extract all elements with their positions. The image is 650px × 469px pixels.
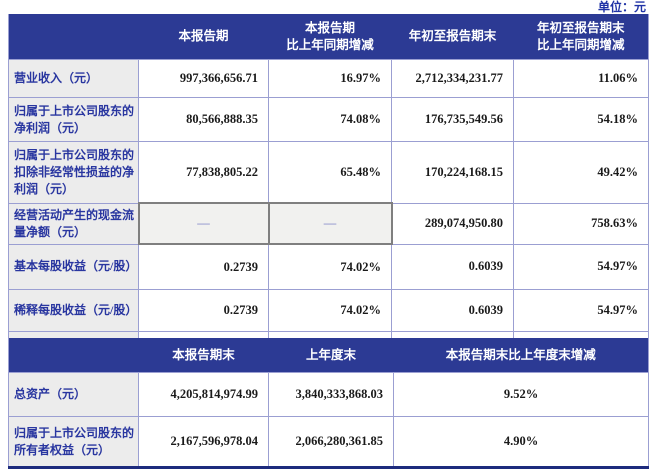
cell-value: 54.18%: [513, 97, 649, 142]
header-current-period-yoy: 本报告期 比上年同期增减: [268, 14, 392, 60]
cell-value: 0.2739: [138, 243, 269, 290]
cell-value: 74.02%: [268, 289, 392, 332]
cell-value: 176,735,549.56: [391, 97, 514, 142]
cell-value: 4.90%: [393, 416, 649, 468]
table-row: 基本每股收益（元/股） 0.2739 74.02% 0.6039 54.97%: [8, 243, 649, 290]
row-label: 归属于上市公司股东的净利润（元）: [8, 97, 139, 142]
cell-value: 16.97%: [268, 59, 392, 98]
cell-value: 0.6039: [391, 243, 514, 290]
cell-not-applicable: —: [267, 202, 393, 245]
cell-not-applicable: —: [137, 202, 270, 245]
cell-value: 758.63%: [513, 202, 649, 245]
cell-value: 170,224,168.15: [391, 141, 514, 204]
cell-value: 289,074,950.80: [391, 202, 514, 245]
table-row: 归属于上市公司股东的扣除非经常性损益的净利润（元） 77,838,805.22 …: [8, 141, 649, 204]
cell-value: 4,205,814,974.99: [138, 372, 269, 417]
cell-value: 2,167,596,978.04: [138, 416, 269, 468]
table-row: 营业收入（元） 997,366,656.71 16.97% 2,712,334,…: [8, 59, 649, 98]
row-label: 基本每股收益（元/股）: [8, 243, 139, 290]
header-empty-cell: [8, 338, 139, 373]
quarterly-results-table: 本报告期 本报告期 比上年同期增减 年初至报告期末 年初至报告期末 比上年同期增…: [8, 14, 649, 376]
cell-value: 54.97%: [513, 243, 649, 290]
cell-value: 54.97%: [513, 289, 649, 332]
table-header-row: 本报告期 本报告期 比上年同期增减 年初至报告期末 年初至报告期末 比上年同期增…: [8, 14, 649, 60]
row-label: 归属于上市公司股东的扣除非经常性损益的净利润（元）: [8, 141, 139, 204]
table-row: 归属于上市公司股东的所有者权益（元） 2,167,596,978.04 2,06…: [8, 416, 649, 468]
cell-value: 2,066,280,361.85: [268, 416, 394, 468]
cell-value: 2,712,334,231.77: [391, 59, 514, 98]
cell-value: 0.6039: [391, 289, 514, 332]
table-row: 总资产（元） 4,205,814,974.99 3,840,333,868.03…: [8, 372, 649, 417]
header-ytd-yoy: 年初至报告期末 比上年同期增减: [513, 14, 649, 60]
cell-value: 11.06%: [513, 59, 649, 98]
cell-value: 77,838,805.22: [138, 141, 269, 204]
cell-value: 74.02%: [268, 243, 392, 290]
cell-value: 0.2739: [138, 289, 269, 332]
table-row: 经营活动产生的现金流量净额（元） — — 289,074,950.80 758.…: [8, 202, 649, 245]
row-label: 营业收入（元）: [8, 59, 139, 98]
row-label: 归属于上市公司股东的所有者权益（元）: [8, 416, 139, 468]
row-label: 总资产（元）: [8, 372, 139, 417]
cell-value: 9.52%: [393, 372, 649, 417]
unit-label: 单位：元: [597, 0, 646, 14]
table-header-row: 本报告期末 上年度末 本报告期末比上年度末增减: [8, 338, 649, 373]
header-empty-cell: [8, 14, 139, 60]
header-prior-year-end: 上年度末: [268, 338, 394, 373]
cell-value: 997,366,656.71: [138, 59, 269, 98]
cell-value: 49.42%: [513, 141, 649, 204]
header-period-end: 本报告期末: [138, 338, 269, 373]
table-row: 归属于上市公司股东的净利润（元） 80,566,888.35 74.08% 17…: [8, 97, 649, 142]
header-period-end-change: 本报告期末比上年度末增减: [393, 338, 649, 373]
cell-value: 3,840,333,868.03: [268, 372, 394, 417]
header-ytd: 年初至报告期末: [391, 14, 514, 60]
row-label: 经营活动产生的现金流量净额（元）: [8, 202, 139, 245]
row-label: 稀释每股收益（元/股）: [8, 289, 139, 332]
financial-report-page: 单位：元 本报告期 本报告期 比上年同期增减 年初至报告期末 年初至报告期末 比…: [8, 0, 649, 469]
cell-value: 80,566,888.35: [138, 97, 269, 142]
balance-sheet-summary-table: 本报告期末 上年度末 本报告期末比上年度末增减 总资产（元） 4,205,814…: [8, 338, 649, 469]
cell-value: 74.08%: [268, 97, 392, 142]
cell-value: 65.48%: [268, 141, 392, 204]
table-row: 稀释每股收益（元/股） 0.2739 74.02% 0.6039 54.97%: [8, 289, 649, 332]
header-current-period: 本报告期: [138, 14, 269, 60]
